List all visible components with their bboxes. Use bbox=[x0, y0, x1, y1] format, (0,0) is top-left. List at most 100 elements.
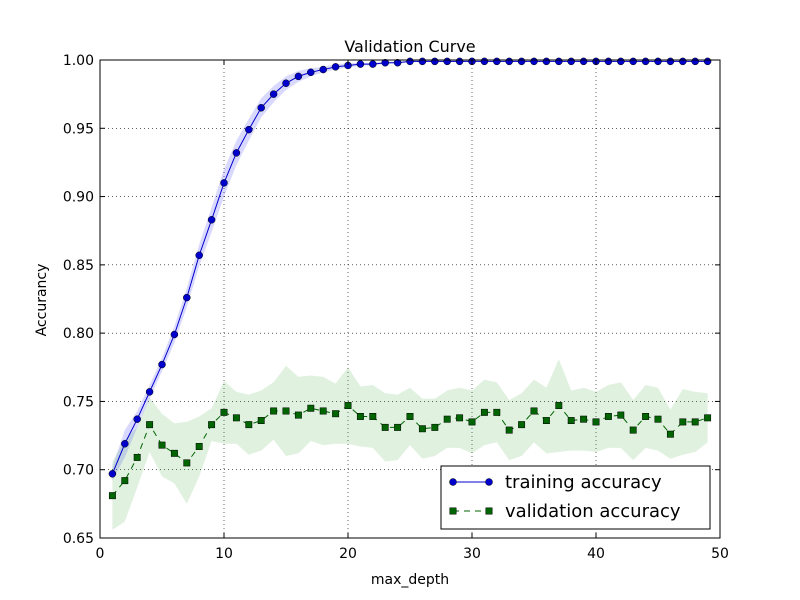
series-1-point bbox=[567, 417, 575, 424]
series-0-point bbox=[567, 57, 575, 66]
x-axis-label: max_depth bbox=[371, 572, 449, 588]
series-1-point bbox=[257, 417, 265, 424]
series-0-point bbox=[604, 57, 613, 66]
series-0-point bbox=[641, 57, 650, 66]
legend-marker-1 bbox=[485, 507, 493, 515]
series-0-point bbox=[133, 415, 141, 423]
y-tick-label: 0.75 bbox=[63, 394, 94, 410]
series-0-point bbox=[443, 57, 451, 66]
series-0-point bbox=[170, 330, 179, 339]
series-0-point bbox=[381, 58, 389, 67]
series-0-point bbox=[617, 57, 625, 66]
series-1-point bbox=[431, 423, 439, 431]
series-1-std-band bbox=[112, 359, 708, 530]
series-1-point bbox=[282, 407, 290, 415]
series-0-point bbox=[319, 65, 327, 74]
series-1-point bbox=[133, 453, 141, 461]
series-1-point bbox=[654, 415, 662, 423]
series-1-point bbox=[592, 418, 600, 426]
series-1-point bbox=[604, 413, 612, 420]
series-0-point bbox=[269, 90, 278, 98]
series-1-point bbox=[468, 418, 476, 426]
x-tick-label: 50 bbox=[711, 546, 729, 562]
series-1-point bbox=[381, 423, 389, 431]
series-0-point bbox=[158, 360, 166, 369]
y-axis-label: Accurancy bbox=[34, 264, 50, 337]
series-0-point bbox=[356, 60, 365, 68]
series-1-point bbox=[220, 408, 228, 416]
y-tick-label: 0.90 bbox=[63, 190, 94, 206]
series-1-point bbox=[369, 413, 377, 420]
series-0-point bbox=[183, 293, 191, 302]
series-0-point bbox=[121, 440, 129, 448]
series-0-point bbox=[406, 57, 414, 66]
series-1-point bbox=[232, 414, 240, 422]
y-tick-label: 0.70 bbox=[63, 463, 94, 479]
x-tick-label: 30 bbox=[463, 546, 481, 562]
series-1-point bbox=[270, 407, 278, 415]
series-0-point bbox=[679, 57, 687, 66]
x-tick-label: 0 bbox=[96, 546, 105, 562]
y-tick-label: 0.65 bbox=[63, 531, 94, 547]
series-1-point bbox=[480, 408, 488, 416]
legend-marker-0 bbox=[449, 478, 457, 486]
series-1-point bbox=[580, 415, 588, 423]
series-1-point bbox=[108, 492, 116, 500]
y-tick-label: 0.95 bbox=[63, 121, 94, 137]
series-1-point bbox=[691, 418, 699, 426]
series-1-point bbox=[121, 477, 129, 485]
series-1-point bbox=[530, 407, 538, 415]
series-0-point bbox=[431, 57, 439, 66]
series-1-point bbox=[642, 413, 650, 420]
legend-marker-0 bbox=[485, 478, 493, 486]
y-tick-label: 0.80 bbox=[63, 326, 94, 342]
series-1-point bbox=[555, 402, 563, 409]
series-0-point bbox=[282, 79, 290, 87]
std-bands bbox=[112, 60, 708, 530]
series-0-point bbox=[480, 57, 489, 66]
series-0-point bbox=[555, 57, 563, 66]
series-1-point bbox=[518, 421, 526, 429]
series-1-point bbox=[406, 413, 414, 420]
x-tick-label: 40 bbox=[587, 546, 605, 562]
chart-title: Validation Curve bbox=[344, 37, 475, 56]
series-1-point bbox=[170, 449, 178, 457]
series-0-point bbox=[232, 149, 241, 157]
series-0-point bbox=[418, 57, 427, 66]
series-0-point bbox=[145, 388, 154, 396]
series-1-point bbox=[679, 418, 687, 426]
series-0-point bbox=[207, 216, 216, 224]
series-0-point bbox=[703, 57, 712, 66]
series-0-point bbox=[257, 104, 265, 112]
x-tick-label: 20 bbox=[339, 546, 357, 562]
series-0-point bbox=[294, 72, 303, 81]
series-0-point bbox=[455, 57, 464, 66]
legend-marker-1 bbox=[449, 507, 457, 515]
series-0-point bbox=[517, 57, 526, 66]
series-0-point bbox=[369, 60, 377, 68]
series-1-point bbox=[542, 417, 550, 424]
series-1-point bbox=[158, 441, 166, 449]
series-0-point bbox=[505, 57, 513, 66]
series-1-point bbox=[456, 414, 464, 422]
series-0-point bbox=[530, 57, 538, 66]
legend-label-0: training accuracy bbox=[505, 472, 662, 493]
series-1-point bbox=[505, 426, 513, 434]
legend-box bbox=[440, 465, 711, 530]
series-1-point bbox=[294, 411, 302, 419]
series-1-point bbox=[629, 426, 637, 434]
plot-area-frame bbox=[99, 59, 721, 539]
series-0-point bbox=[666, 57, 675, 66]
series-0-point bbox=[691, 57, 699, 66]
series-1-point bbox=[195, 443, 203, 450]
series-1-point bbox=[307, 404, 315, 412]
series-0-point bbox=[493, 57, 501, 66]
series-1-point bbox=[443, 415, 451, 423]
series-0-point bbox=[245, 125, 253, 134]
series-0-point bbox=[654, 57, 662, 66]
legend-label-1: validation accuracy bbox=[505, 501, 681, 522]
series-0-point bbox=[220, 179, 228, 187]
series-0-point bbox=[542, 57, 551, 66]
series-0-point bbox=[579, 57, 588, 66]
series-0-point bbox=[393, 58, 402, 67]
